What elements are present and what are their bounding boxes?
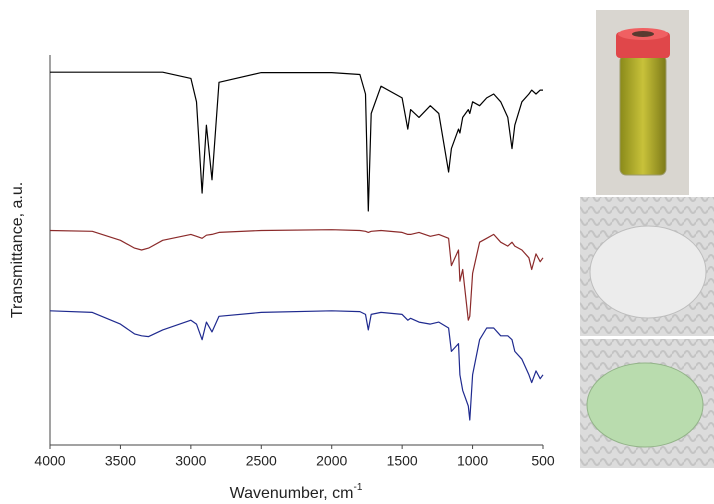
x-tick-label: 1000: [457, 453, 488, 469]
vial-body: [619, 54, 667, 176]
vial-cap-hole: [632, 31, 654, 37]
x-tick-label: 3500: [105, 453, 136, 469]
x-tick-label: 2500: [246, 453, 277, 469]
spectrum-line: [50, 71, 543, 212]
x-axis-label-sup: -1: [353, 482, 362, 493]
spectrum-line: [49, 229, 544, 321]
x-tick-label: 500: [531, 453, 555, 469]
spectrum-line: [49, 310, 544, 421]
green-tablet: [586, 362, 704, 448]
x-tick-label: 1500: [387, 453, 418, 469]
x-axis-label: Wavenumber, cm-1: [230, 482, 363, 503]
x-axis-label-text: Wavenumber, cm: [230, 485, 354, 502]
x-tick-label: 2000: [316, 453, 347, 469]
x-tick-label: 3000: [175, 453, 206, 469]
white-tablet: [589, 225, 707, 319]
x-tick-label: 4000: [34, 453, 65, 469]
photos: [580, 10, 714, 468]
y-axis-label: Transmittance, a.u.: [9, 182, 26, 318]
